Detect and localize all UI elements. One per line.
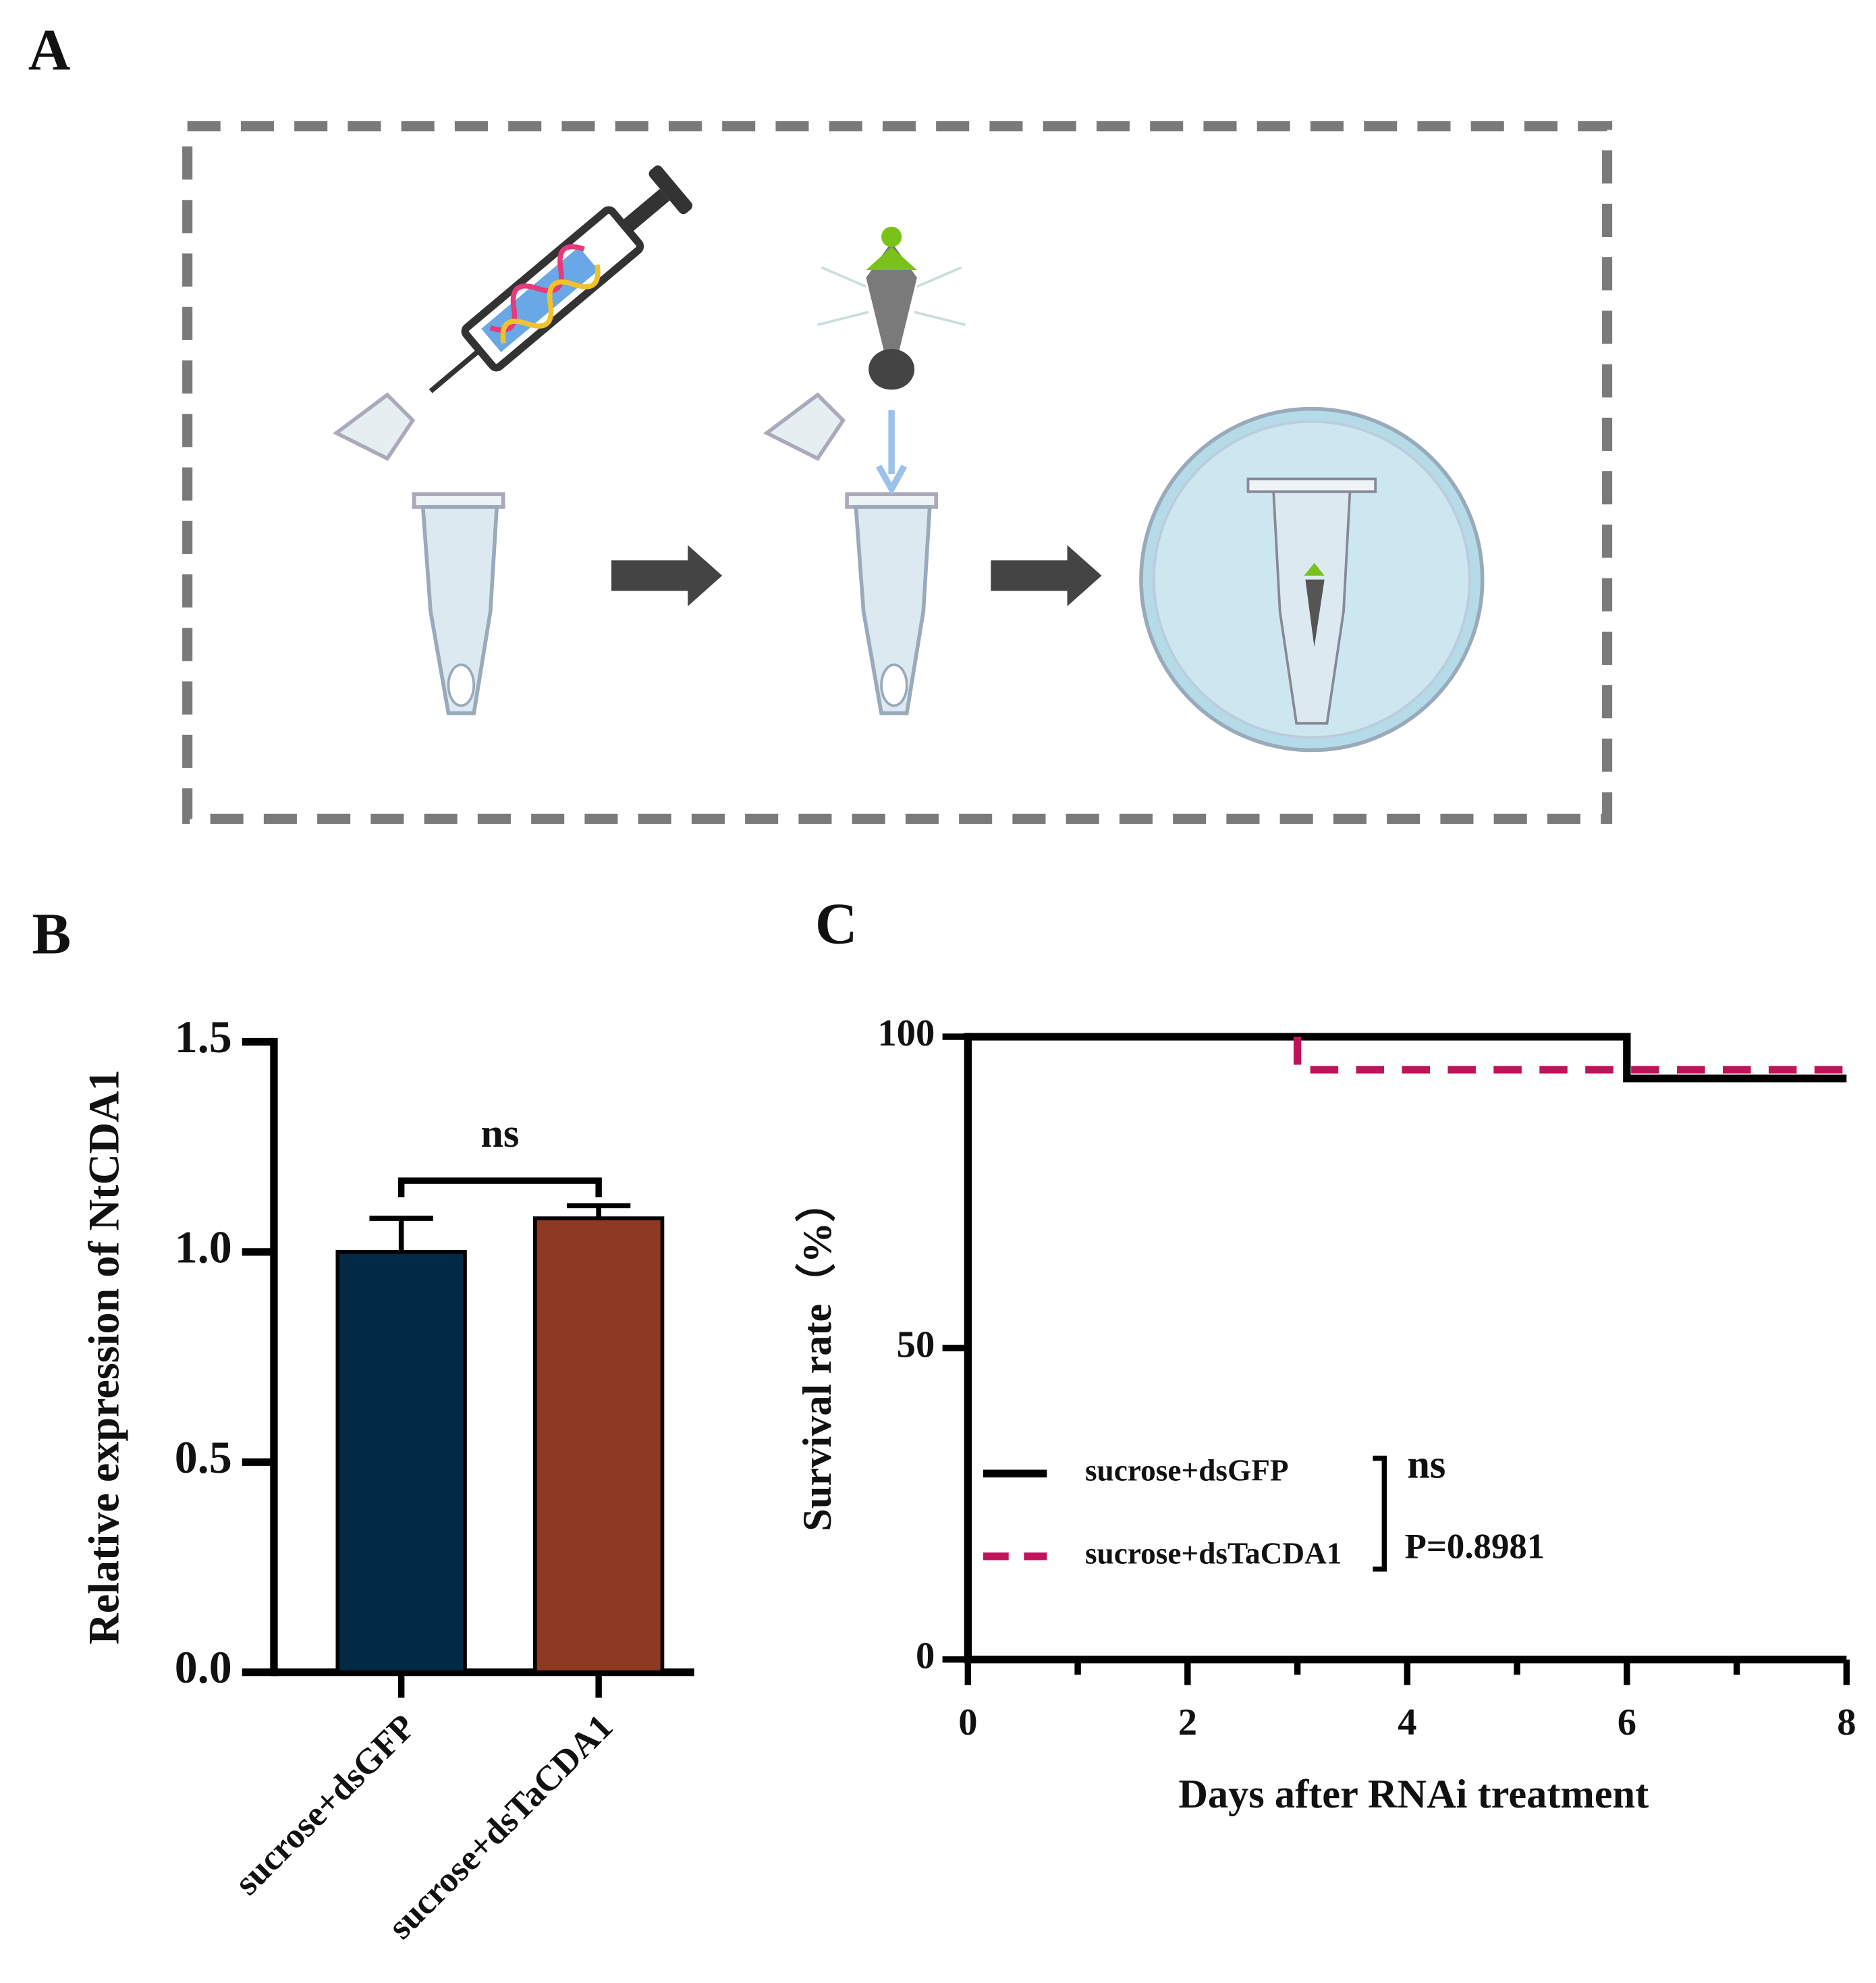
y-tick-label: 1.5 [175, 1011, 232, 1062]
x-tick-label: 8 [1837, 1702, 1856, 1743]
insect [817, 226, 966, 390]
y-axis-label: Relative expression of NtCDA1 [80, 1069, 128, 1644]
y-tick-label: 0.5 [175, 1432, 232, 1483]
bar [532, 1216, 665, 1675]
dashed-frame [182, 121, 1613, 824]
panel-label: A [28, 18, 71, 82]
x-tick-label: sucrose+dsTaCDA1 [381, 1707, 620, 1947]
panel-label: C [815, 891, 858, 956]
x-tick-label: 0 [958, 1702, 977, 1743]
tube [333, 392, 505, 715]
y-tick-label: 50 [897, 1324, 935, 1365]
bar [335, 1250, 467, 1675]
x-tick-label: sucrose+dsGFP [227, 1707, 423, 1903]
tube [763, 392, 938, 715]
x-tick-label: 2 [1178, 1702, 1197, 1743]
legend-label: sucrose+dsTaCDA1 [1085, 1536, 1342, 1570]
legend-bracket [1373, 1455, 1387, 1572]
x-axis-label: Days after RNAi treatment [1178, 1772, 1649, 1817]
y-tick-label: 0 [916, 1635, 935, 1677]
x-tick-label: 4 [1398, 1702, 1416, 1743]
arrow [611, 545, 723, 607]
annotation: ns [480, 1111, 519, 1156]
annotation: ns [1407, 1442, 1445, 1488]
y-tick-label: 100 [877, 1012, 935, 1054]
diagram [182, 121, 1613, 824]
y-tick-label: 1.0 [175, 1221, 232, 1272]
legend-label: sucrose+dsGFP [1085, 1454, 1289, 1488]
panel-label: B [32, 901, 71, 966]
petri-dish [1139, 406, 1485, 753]
survival-line [1293, 1036, 1847, 1074]
p-value: P=0.8981 [1405, 1527, 1545, 1567]
arrow [991, 545, 1102, 607]
x-tick-label: 6 [1618, 1702, 1636, 1743]
syringe [429, 165, 693, 393]
significance-bracket [397, 1177, 602, 1197]
y-tick-label: 0.0 [175, 1641, 232, 1693]
y-axis-label: Survival rate（%） [794, 1182, 840, 1531]
